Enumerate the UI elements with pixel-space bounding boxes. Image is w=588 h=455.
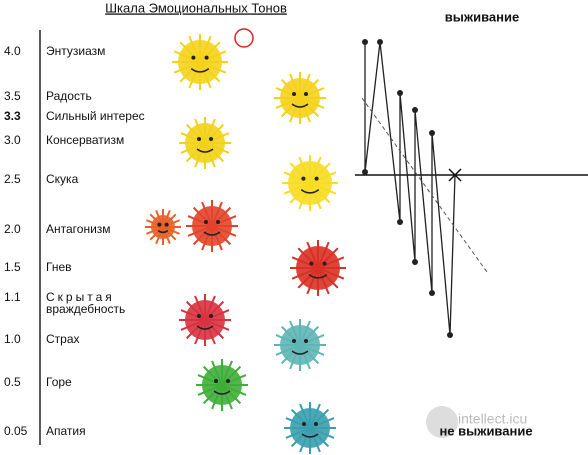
level-value: 1.1 [4,290,21,304]
face-body [185,123,225,163]
points [362,39,453,338]
face-eye [304,339,308,343]
face [172,34,228,90]
level-value: 4.0 [4,44,21,58]
level-value: 3.5 [4,89,21,103]
level-label: Гнев [46,260,72,274]
face-eye [292,339,296,343]
face-mouth [308,273,328,279]
watermark-icon [426,406,458,438]
face-mouth [196,325,214,330]
face-eye [204,55,209,60]
face-body [151,215,175,239]
face-eye [292,92,296,96]
face-body [280,78,320,118]
face-eye [216,220,220,224]
faces [145,28,346,454]
face [290,240,346,296]
level-label: Антагонизм [46,222,111,236]
level-label: Скука [46,172,79,186]
face-body [288,161,332,205]
face-mouth [291,103,309,108]
survival-label: выживание [445,9,519,24]
level-label: Скрытая [46,290,115,304]
face [179,117,231,169]
face-eye [314,422,318,426]
face-mouth [300,188,320,194]
face [282,155,338,211]
face-mouth [213,390,231,395]
face-eye [197,137,201,141]
level-label: Энтузиазм [46,44,105,58]
level-label: Сильный интерес [46,109,145,123]
title: Шкала Эмоциональных Тонов [105,0,287,15]
non-survival-label: не выживание [439,423,532,438]
level-value: 0.05 [4,424,28,438]
face-eye [209,314,213,318]
face-eye [304,92,308,96]
face [284,402,336,454]
face [186,200,238,252]
level-label: Горе [46,375,72,389]
face-eye [209,137,213,141]
face-body [185,300,225,340]
level-label: Консерватизм [46,133,124,147]
face-eye [301,176,306,181]
face [274,319,326,371]
level-label: Радость [46,89,92,103]
face [196,359,248,411]
face-eye [197,314,201,318]
face-mouth [203,231,221,236]
cross-mark [448,168,462,182]
face-mouth [190,67,210,73]
level-value: 0.5 [4,375,21,389]
face-eye [214,379,218,383]
exclaim-bubble [234,28,254,48]
zigzag [364,41,456,336]
level-label: Апатия [46,424,86,438]
face-body [296,246,340,290]
face-body [290,408,330,448]
face [274,72,326,124]
face-body [192,206,232,246]
face-mouth [157,229,169,234]
watermark: intellect.icu [458,411,527,427]
face-eye [226,379,230,383]
level-value: 2.5 [4,172,21,186]
face-mouth [196,148,214,153]
face-eye [157,222,162,227]
level-value: 1.5 [4,260,21,274]
face-eye [191,55,196,60]
face-mouth [291,350,309,355]
face-eye [302,422,306,426]
level-label: Страх [46,332,80,346]
face-eye [309,261,314,266]
face-mouth [301,433,319,438]
face-eye [204,220,208,224]
face [179,294,231,346]
level-value: 2.0 [4,222,21,236]
level-value: 3.3 [4,109,21,123]
trend-line [361,97,488,273]
face-eye [164,222,169,227]
level-label: враждебность [46,302,125,316]
face-body [202,365,242,405]
face-body [280,325,320,365]
face-body [178,40,222,84]
level-value: 1.0 [4,332,21,346]
level-value: 3.0 [4,133,21,147]
face [145,209,181,245]
face-eye [314,176,319,181]
face-eye [322,261,327,266]
